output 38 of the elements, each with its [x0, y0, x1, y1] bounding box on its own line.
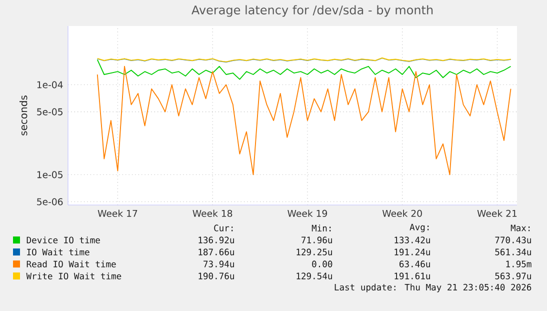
x-tick-label: Week 20: [382, 210, 422, 217]
text: 136.92u: [198, 236, 234, 244]
text: 1.95m: [506, 260, 532, 268]
legend-label: Device IO time: [26, 236, 100, 244]
x-tick-label: Week 18: [192, 210, 232, 217]
chart-title: Average latency for /dev/sda - by month: [192, 5, 433, 17]
text: 561.34u: [495, 248, 531, 256]
text: 129.54u: [296, 272, 332, 280]
legend-label: Read IO Wait time: [26, 260, 116, 268]
y-axis-title: seconds: [19, 96, 28, 136]
text: 63.46u: [400, 260, 430, 268]
text: 73.94u: [204, 260, 234, 268]
y-tick-label: 5e-06: [37, 198, 63, 206]
text: 71.96u: [302, 236, 332, 244]
text: 770.43u: [495, 236, 531, 244]
text: Min:: [312, 224, 331, 232]
text: 0.00: [312, 260, 332, 268]
text: 191.24u: [394, 248, 430, 256]
text: 563.97u: [495, 272, 531, 280]
x-tick-label: Week 21: [477, 210, 517, 217]
text: 129.25u: [296, 248, 332, 256]
text: 133.42u: [394, 236, 430, 244]
text: Cur:: [214, 224, 233, 232]
y-tick-label: 1e-05: [37, 171, 62, 178]
y-tick-label: 1e-04: [37, 81, 63, 88]
legend-label: IO Wait time: [27, 248, 90, 256]
text: 190.76u: [198, 272, 234, 280]
y-tick-label: 5e-05: [37, 108, 62, 116]
text: Last update: Thu May 21 23:05:40 2026: [334, 284, 532, 292]
text: 191.61u: [394, 272, 430, 280]
legend-label: Write IO Wait time: [26, 272, 122, 280]
x-tick-label: Week 17: [98, 210, 138, 217]
line-series: [96, 59, 512, 80]
x-tick-label: Week 19: [288, 210, 327, 217]
text: Max:: [510, 224, 530, 232]
line-series: [96, 66, 512, 176]
text: 187.66u: [198, 248, 234, 256]
text: Avg:: [410, 224, 429, 232]
